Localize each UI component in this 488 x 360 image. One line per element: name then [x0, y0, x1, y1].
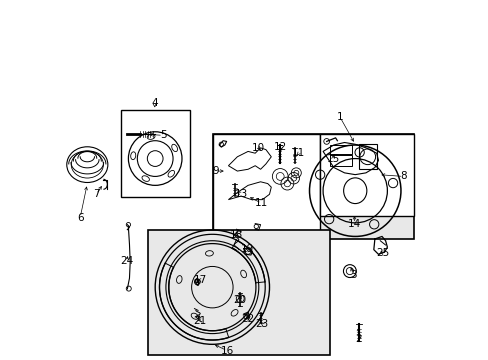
Text: 10: 10	[252, 143, 265, 153]
Bar	[329, 155, 351, 166]
Text: 5: 5	[160, 130, 166, 140]
Text: 23: 23	[255, 319, 268, 329]
Text: 3: 3	[349, 270, 356, 280]
Bar	[213, 134, 413, 239]
Text: 25: 25	[376, 248, 389, 258]
Text: 14: 14	[347, 219, 361, 229]
Text: 22: 22	[241, 314, 254, 324]
Bar	[213, 134, 320, 239]
Text: 19: 19	[240, 244, 253, 253]
Text: 11: 11	[255, 198, 268, 208]
Bar	[121, 111, 190, 197]
Text: 9: 9	[211, 166, 218, 176]
Bar	[320, 134, 413, 216]
Text: 4: 4	[151, 98, 158, 108]
Text: 8: 8	[399, 171, 406, 181]
Text: 7: 7	[93, 189, 100, 199]
Text: 17: 17	[194, 275, 207, 285]
Text: 16: 16	[220, 346, 233, 356]
Text: 20: 20	[233, 295, 246, 305]
Text: 6: 6	[77, 212, 83, 222]
Text: 2: 2	[354, 334, 361, 344]
Text: 13: 13	[235, 189, 248, 199]
Text: 11: 11	[291, 148, 305, 158]
Bar	[358, 144, 376, 169]
Text: 24: 24	[120, 256, 133, 266]
Text: 1: 1	[336, 112, 343, 122]
Bar	[148, 230, 329, 355]
Text: 21: 21	[193, 316, 206, 326]
Text: 12: 12	[274, 142, 287, 152]
Text: 18: 18	[229, 230, 243, 240]
Text: 15: 15	[326, 154, 339, 163]
Bar	[329, 145, 351, 154]
